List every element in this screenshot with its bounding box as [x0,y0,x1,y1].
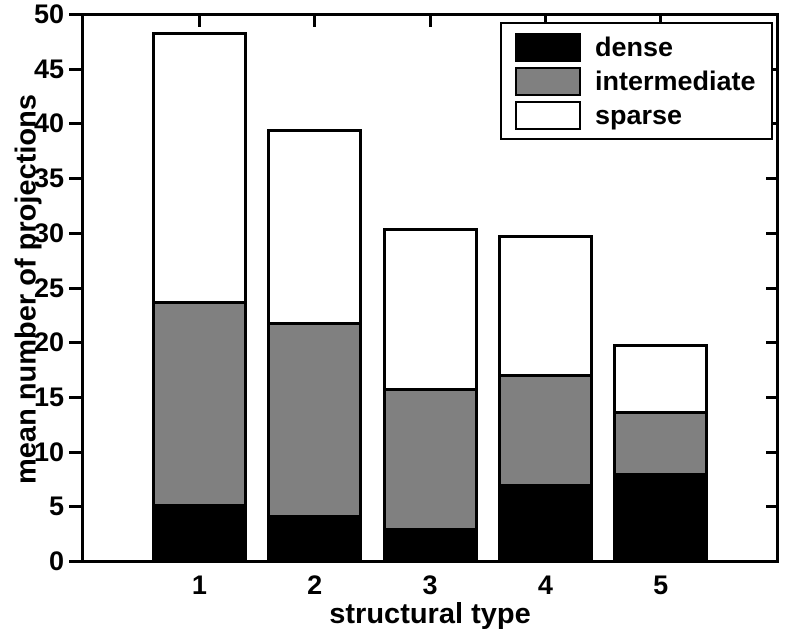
y-axis-tick-right [766,560,776,563]
bar-2 [267,128,363,560]
segment-boundary-line [385,526,475,530]
x-axis-tick-top [543,16,547,27]
y-axis-tick [69,231,81,235]
y-axis-tick-right [766,450,776,454]
segment-boundary-line [500,373,590,377]
y-axis-tick [69,450,81,454]
x-axis-tick-label: 2 [307,570,323,600]
y-axis-tick-label: 5 [48,491,64,522]
y-axis-tick [69,286,81,290]
y-axis-tick-label: 50 [33,0,64,29]
y-axis-tick-label: 30 [33,217,64,248]
segment-boundary-line [270,321,360,325]
bar-1-segment-dense [154,503,244,557]
bar-2-segment-intermediate [270,323,360,515]
bar-1-segment-intermediate [154,302,244,504]
segment-boundary-line [385,387,475,391]
y-axis-tick-right [766,395,776,399]
x-axis-tick-label: 1 [191,570,207,600]
bar-3 [382,227,478,560]
bar-5-segment-intermediate [616,412,706,474]
bar-1 [151,31,247,560]
x-axis-tick-label: 3 [422,570,438,600]
y-axis-tick [69,560,81,563]
segment-boundary-line [616,410,706,414]
bar-4-segment-dense [500,484,590,557]
y-axis-tick [69,341,81,345]
y-axis-tick-right [766,13,776,16]
legend-swatch-intermediate [515,66,581,96]
bar-3-segment-intermediate [385,389,475,528]
legend-row-dense: dense [502,31,771,62]
legend: dense intermediate sparse [500,22,773,140]
segment-boundary-line [500,482,590,486]
legend-label-intermediate: intermediate [595,65,756,96]
y-axis-tick [69,122,81,126]
y-axis-tick-label: 0 [48,546,64,576]
bar-3-segment-dense [385,527,475,557]
segment-boundary-line [154,502,244,506]
y-axis-tick-right [766,286,776,290]
y-axis-tick [69,395,81,399]
x-axis-tick-top [197,16,201,27]
bar-2-segment-dense [270,514,360,557]
y-axis-tick-label: 35 [33,163,64,194]
legend-label-dense: dense [595,31,674,62]
y-axis-tick [69,13,81,16]
y-axis-tick [69,177,81,181]
x-axis-tick-top [313,16,317,27]
y-axis-tick-label: 40 [33,108,64,139]
legend-label-sparse: sparse [595,99,683,130]
y-axis-tick-label: 10 [33,436,64,467]
y-axis-tick-right [766,341,776,345]
x-axis-tick-top [428,16,432,27]
y-axis-tick [69,67,81,71]
y-axis-tick-label: 25 [33,272,64,303]
y-axis-tick [69,505,81,509]
y-axis-tick-right [766,505,776,509]
segment-boundary-line [270,513,360,517]
y-axis-tick-label: 15 [33,381,64,412]
segment-boundary-line [154,300,244,304]
legend-row-sparse: sparse [502,99,771,130]
x-axis-label: structural type [329,598,531,630]
legend-swatch-dense [515,32,581,62]
y-axis-tick-label: 20 [33,327,64,358]
y-axis-tick-label: 45 [33,53,64,84]
segment-boundary-line [616,471,706,475]
bar-5 [613,344,709,560]
x-axis-tick-label: 5 [653,570,669,600]
x-axis-tick-label: 4 [537,570,553,600]
bar-4 [497,235,593,560]
legend-swatch-sparse [515,100,581,130]
bar-4-segment-intermediate [500,375,590,485]
y-axis-tick-right [766,231,776,235]
x-axis-tick-top [659,16,663,27]
y-axis-tick-right [766,177,776,181]
bar-5-segment-dense [616,473,706,557]
legend-row-intermediate: intermediate [502,65,771,96]
